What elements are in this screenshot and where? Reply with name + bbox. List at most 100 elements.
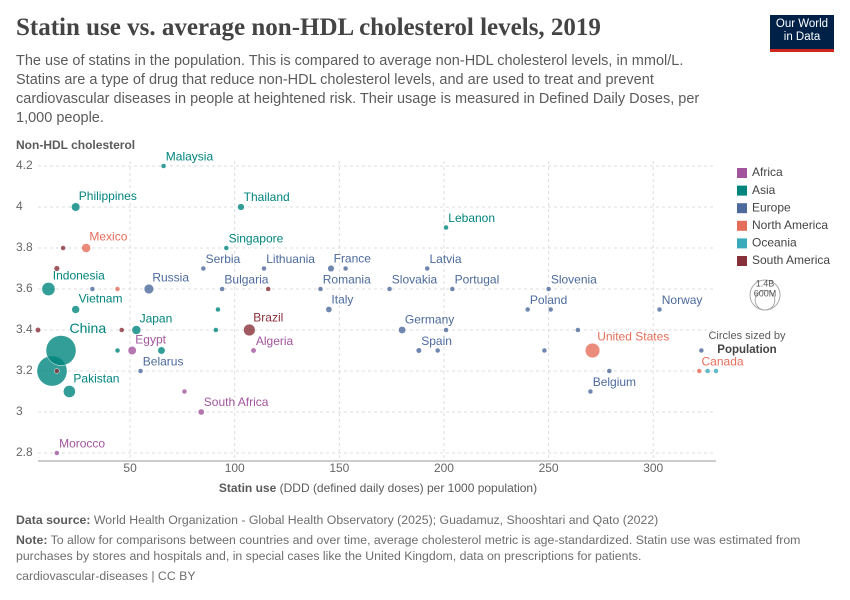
bubble <box>114 347 121 354</box>
bubble <box>114 286 121 292</box>
bubble <box>71 202 81 212</box>
chart: Non-HDL cholesterol Statin use (DDD (def… <box>16 138 830 495</box>
bubble <box>197 408 205 416</box>
point-label: Thailand <box>244 190 290 204</box>
bubble <box>587 388 594 395</box>
bubble <box>45 335 77 366</box>
point-label: United States <box>597 329 669 343</box>
bubble <box>223 245 230 251</box>
bubble <box>143 283 154 295</box>
point-label: Lebanon <box>448 211 495 225</box>
legend-label: Europe <box>752 200 791 214</box>
point-label: Latvia <box>429 252 461 266</box>
size-legend-caption: Circles sized by <box>708 330 786 342</box>
point-label: Poland <box>530 293 567 307</box>
bubble <box>215 306 221 313</box>
bubble <box>398 326 407 334</box>
bubble <box>219 286 225 292</box>
bubble <box>181 388 188 395</box>
size-legend-label: 1.4B <box>756 278 775 288</box>
point-label: Serbia <box>206 252 241 266</box>
bubble <box>63 385 76 398</box>
bubble <box>656 306 663 313</box>
bubble <box>54 368 60 374</box>
x-axis-label: Statin use (DDD (defined daily doses) pe… <box>219 481 537 495</box>
bubble <box>424 265 430 272</box>
bubble <box>243 323 256 337</box>
logo-line: in Data <box>783 31 821 43</box>
legend-swatch <box>737 185 747 196</box>
bubble <box>53 265 60 272</box>
bubble <box>325 306 333 313</box>
point-label: Italy <box>331 293 353 307</box>
bubble <box>443 327 449 333</box>
point-label: Indonesia <box>53 269 105 283</box>
bubble <box>71 305 80 314</box>
bubble <box>327 264 335 273</box>
bubble <box>606 368 613 374</box>
bubble <box>81 243 91 253</box>
legend-label: Oceania <box>752 236 797 250</box>
point-label: Slovenia <box>551 273 597 287</box>
bubble <box>698 347 705 354</box>
source-label: Data source: <box>16 513 91 527</box>
bubble <box>584 342 601 359</box>
chart-subtitle: The use of statins in the population. Th… <box>16 53 700 126</box>
legend-swatch <box>737 238 747 249</box>
bubble <box>524 306 531 313</box>
bubble <box>250 347 257 354</box>
point-label: Belgium <box>593 375 636 389</box>
note-label: Note: <box>16 533 48 547</box>
size-legend-variable: Population <box>717 344 776 356</box>
point-label: Philippines <box>79 189 137 203</box>
point-label: South Africa <box>204 395 269 409</box>
footer-text: cardiovascular-diseases | CC BY <box>16 569 196 583</box>
x-tick-label: 250 <box>539 461 559 475</box>
point-label: Spain <box>421 334 452 348</box>
legend-swatch <box>737 256 747 266</box>
y-tick-label: 3.4 <box>16 322 33 336</box>
x-tick-label: 50 <box>123 461 137 475</box>
point-label: Norway <box>662 293 703 307</box>
bubble <box>545 286 552 292</box>
x-tick-label: 200 <box>434 461 454 475</box>
bubble <box>160 163 167 169</box>
source-text: World Health Organization - Global Healt… <box>93 513 659 527</box>
point-label: Belarus <box>143 355 184 369</box>
y-axis-label: Non-HDL cholesterol <box>16 138 135 152</box>
point-label: Singapore <box>229 232 284 246</box>
point-label: Russia <box>152 270 189 284</box>
x-tick-label: 150 <box>329 461 349 475</box>
bubble <box>317 286 324 292</box>
bubble <box>137 368 144 374</box>
bubble <box>157 346 166 355</box>
bubble <box>237 203 245 211</box>
legend-label: Africa <box>752 165 783 179</box>
bubble <box>131 325 142 335</box>
point-label: China <box>70 320 107 336</box>
point-label: Portugal <box>455 273 500 287</box>
logo-line: Our World <box>775 18 829 30</box>
bubble <box>261 265 267 272</box>
bubble <box>547 306 554 313</box>
point-label: Malaysia <box>166 150 214 164</box>
y-tick-label: 3.2 <box>16 363 33 377</box>
bubble <box>41 282 56 296</box>
bubble <box>415 347 422 354</box>
size-legend-circle <box>754 289 776 311</box>
point-label: Lithuania <box>266 252 315 266</box>
point-label: Germany <box>405 313 454 327</box>
x-tick-label: 300 <box>643 461 663 475</box>
bubble <box>89 286 96 292</box>
bubble <box>54 450 60 456</box>
bubble <box>265 286 271 292</box>
point-label: Morocco <box>59 437 105 451</box>
bubble <box>386 286 393 292</box>
legend-label: Asia <box>752 183 776 197</box>
bubble <box>696 368 703 374</box>
bubble <box>127 346 137 355</box>
point-label: Brazil <box>253 310 283 324</box>
logo[interactable]: Our World in Data <box>770 15 834 52</box>
bubble <box>575 327 581 333</box>
